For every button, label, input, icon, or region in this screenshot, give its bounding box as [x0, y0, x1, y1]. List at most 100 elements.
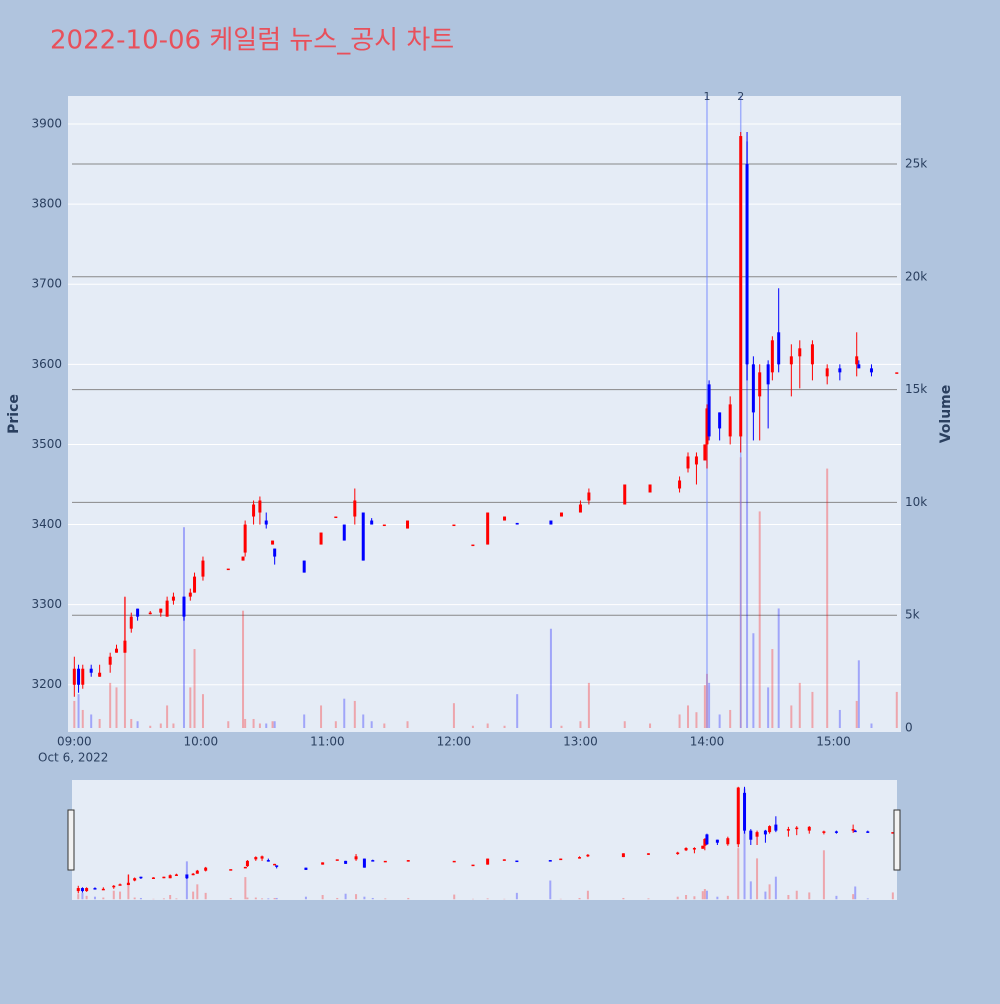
mini-candle-body	[685, 848, 688, 850]
x-tick-label: 12:00	[437, 735, 472, 749]
candle-body	[623, 484, 626, 504]
range-handle[interactable]	[894, 810, 900, 870]
volume-bar	[870, 723, 872, 728]
candle-body	[718, 412, 721, 428]
mini-volume-bar	[336, 898, 338, 899]
mini-candle-body	[549, 860, 552, 862]
mini-volume-bar	[854, 886, 856, 899]
volume-bar	[242, 611, 244, 728]
volume-bar	[253, 719, 255, 728]
volume-bar	[767, 687, 769, 728]
volume-bar	[708, 683, 710, 728]
candle-body	[265, 521, 268, 525]
candle-body	[452, 525, 455, 527]
volume-bar	[771, 649, 773, 728]
volume-bar	[624, 721, 626, 728]
volume-bar	[130, 719, 132, 728]
mini-candle-body	[749, 831, 752, 840]
volume-bar	[778, 608, 780, 728]
y2-tick-label: 25k	[905, 156, 927, 170]
mini-candle-body	[559, 859, 562, 861]
candle-body	[895, 372, 898, 374]
candle-body	[193, 577, 196, 593]
mini-candle-body	[822, 831, 825, 833]
volume-bar	[166, 705, 168, 728]
y2-tick-label: 5k	[905, 608, 920, 622]
mini-volume-bar	[587, 891, 589, 900]
mini-volume-bar	[579, 898, 581, 899]
mini-volume-bar	[345, 894, 347, 900]
candle-body	[343, 525, 346, 541]
candle-body	[406, 521, 409, 529]
candle-body	[81, 669, 84, 685]
mini-candle-body	[852, 829, 855, 831]
mini-candle-body	[246, 861, 249, 866]
volume-bar	[149, 726, 151, 728]
mini-candle-body	[486, 859, 489, 865]
candle-body	[767, 364, 770, 384]
candle-body	[708, 384, 711, 436]
mini-volume-bar	[823, 850, 825, 899]
date-label: Oct 6, 2022	[38, 751, 108, 765]
mini-volume-bar	[119, 892, 121, 900]
mini-candle-body	[716, 840, 719, 843]
mini-candle-body	[622, 853, 625, 857]
mini-candle-body	[321, 862, 324, 864]
annotation-label: 2	[737, 90, 744, 103]
mini-volume-bar	[702, 891, 704, 899]
mini-candle-body	[254, 857, 257, 859]
volume-bar	[354, 701, 356, 728]
mini-volume-bar	[276, 898, 278, 899]
mini-volume-bar	[94, 897, 96, 900]
mini-candle-body	[756, 832, 759, 837]
candle-body	[739, 136, 742, 436]
volume-bar	[839, 710, 841, 728]
mini-volume-bar	[516, 893, 518, 899]
mini-volume-bar	[549, 881, 551, 900]
mini-volume-bar	[685, 895, 687, 899]
candle-body	[115, 649, 118, 653]
mini-candle-body	[139, 877, 142, 879]
candle-body	[77, 669, 80, 685]
volume-bar	[679, 714, 681, 728]
volume-bar	[274, 721, 276, 728]
volume-bar	[335, 721, 337, 728]
mini-candle-body	[229, 869, 232, 871]
candle-body	[516, 523, 519, 525]
range-handle[interactable]	[68, 810, 74, 870]
mini-volume-bar	[134, 898, 136, 900]
mini-volume-bar	[693, 896, 695, 899]
volume-bar	[109, 683, 111, 728]
volume-bar	[790, 705, 792, 728]
mini-volume-bar	[255, 898, 257, 900]
range-slider[interactable]	[72, 780, 897, 900]
volume-bar	[259, 723, 261, 728]
mini-volume-bar	[852, 894, 854, 899]
mini-volume-bar	[169, 895, 171, 899]
volume-bar	[172, 723, 174, 728]
candle-body	[695, 456, 698, 464]
candle-body	[252, 505, 255, 517]
candle-body	[486, 513, 489, 545]
mini-volume-bar	[756, 858, 758, 899]
candle-body	[560, 513, 563, 517]
volume-bar	[858, 660, 860, 728]
mini-volume-bar	[186, 861, 188, 899]
mini-volume-bar	[163, 898, 165, 899]
mini-candle-body	[162, 877, 165, 879]
candle-body	[130, 617, 133, 629]
mini-candle-body	[344, 861, 347, 864]
volume-bar	[487, 723, 489, 728]
volume-bar	[560, 726, 562, 728]
candle-body	[273, 549, 276, 557]
mini-volume-bar	[407, 898, 409, 899]
y-tick-label: 3700	[31, 277, 62, 291]
candle-body	[90, 669, 93, 673]
candle-body	[227, 569, 230, 571]
candle-body	[320, 533, 323, 545]
mini-candle-body	[273, 864, 276, 866]
candle-body	[123, 641, 126, 653]
volume-bar	[265, 723, 267, 728]
candle-body	[182, 597, 185, 617]
mini-candle-body	[407, 860, 410, 862]
